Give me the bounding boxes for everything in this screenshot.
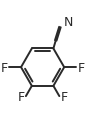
Text: F: F [78,61,85,74]
Text: N: N [63,16,73,29]
Text: F: F [18,91,25,104]
Text: F: F [61,91,68,104]
Text: F: F [0,61,7,74]
